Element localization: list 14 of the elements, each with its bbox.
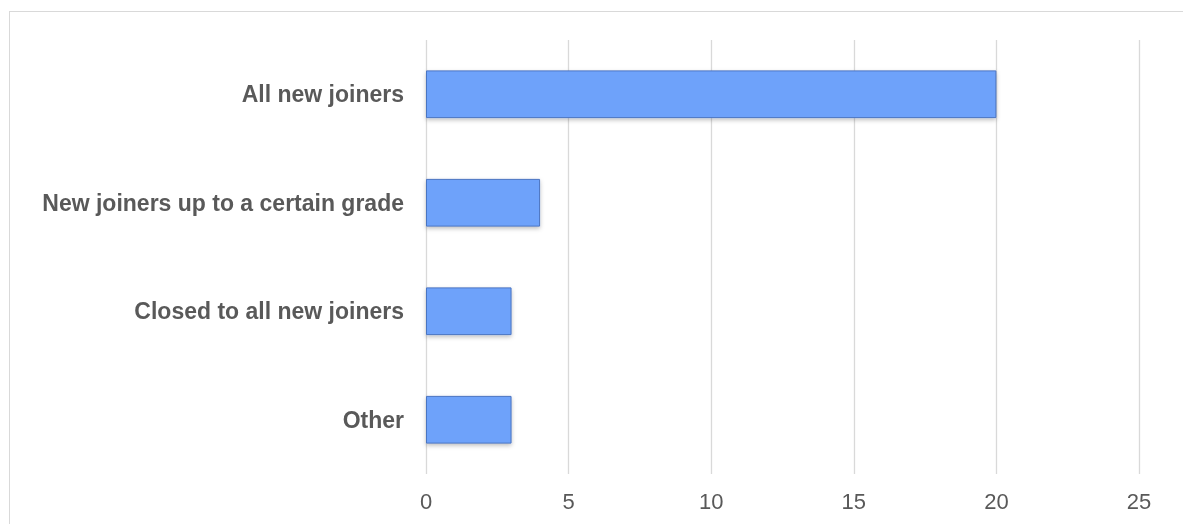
x-tick-label: 15 — [841, 488, 867, 514]
y-tick-label: All new joiners — [241, 81, 404, 108]
y-tick-label: New joiners up to a certain grade — [42, 189, 404, 216]
x-tick-label: 0 — [419, 488, 433, 514]
bar — [426, 395, 512, 444]
y-tick-label: Closed to all new joiners — [134, 298, 404, 325]
x-tick-label: 5 — [562, 488, 575, 514]
bar — [426, 70, 997, 119]
y-tick-label: Other — [342, 406, 405, 433]
x-tick-label: 25 — [1126, 488, 1152, 514]
bar — [426, 287, 512, 336]
x-tick-label: 20 — [984, 488, 1009, 514]
x-tick-label: 10 — [698, 488, 724, 514]
bar — [426, 178, 541, 227]
